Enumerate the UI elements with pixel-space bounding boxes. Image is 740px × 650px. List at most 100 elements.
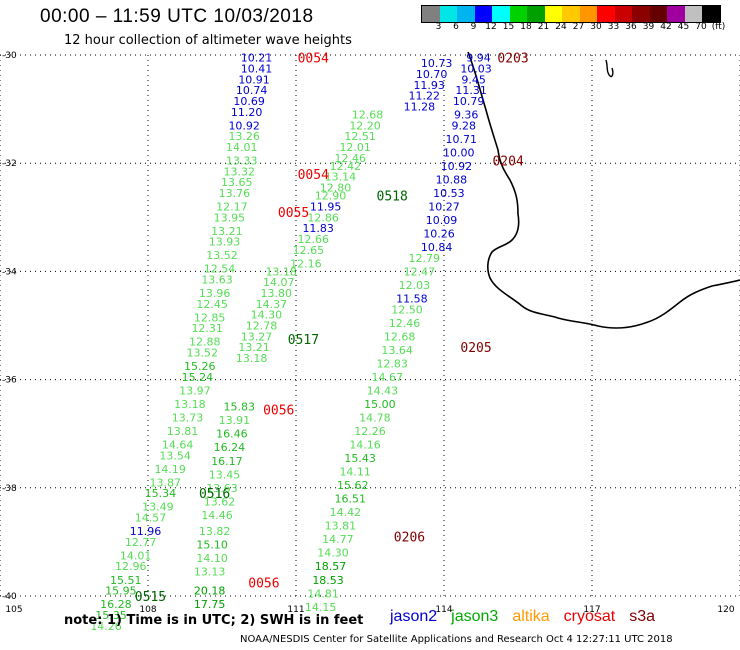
swh-value: 14.78 [359,411,391,424]
swh-value: 14.64 [162,439,194,452]
swh-value: 13.82 [199,525,231,538]
swh-value: 13.26 [228,130,260,143]
color-legend-labels: 3 6 9 12 15 18 21 24 27 30 33 36 39 42 45 70 (ft) [421,22,740,36]
swh-value: 12.83 [376,357,408,370]
swh-value: 11.95 [310,200,342,213]
swh-value: 10.79 [453,95,485,108]
swh-value: 11.96 [130,525,162,538]
swh-value: 16.51 [335,493,367,506]
swh-value: 16.24 [214,441,246,454]
swh-values-layer: 10.2110.4110.9110.7410.6911.2010.9213.26… [90,52,492,633]
lat-tick-label: -34 [2,267,17,277]
pass-time-label: 0517 [288,333,319,348]
swh-value: 11.83 [302,222,334,235]
swh-value: 12.46 [389,317,421,330]
swh-value: 13.64 [381,344,413,357]
swh-value: 13.18 [265,265,297,278]
satellite-legend: jason2 jason3 altika cryosat s3a [390,608,669,626]
map-title: 00:00 – 11:59 UTC 10/03/2018 [40,6,314,27]
legend-label: (ft) [711,22,726,32]
swh-value: 13.32 [224,165,256,178]
legend-swatch [649,6,667,22]
swh-value: 14.07 [263,276,295,289]
swh-value: 12.54 [204,263,236,276]
lon-tick-label: 117 [583,605,600,615]
legend-label: 30 [590,22,602,32]
legend-swatch [544,6,562,22]
swh-value: 9.45 [461,73,486,86]
lon-tick-label: 120 [717,605,734,615]
swh-value: 10.84 [421,241,453,254]
legend-swatch [422,6,440,22]
legend-swatch [527,6,545,22]
swh-value: 12.96 [115,560,147,573]
swh-value: 15.35 [95,609,127,622]
swh-value: 13.91 [219,414,251,427]
swh-value: 10.53 [433,187,465,200]
swh-value: 12.85 [194,311,226,324]
legend-label: 36 [625,22,637,32]
swh-value: 13.27 [241,330,273,343]
legend-swatch [597,6,615,22]
lon-tick-label: 105 [5,605,22,615]
swh-value: 13.80 [261,287,293,300]
swh-value: 13.63 [201,274,233,287]
swh-value: 12.20 [349,119,381,132]
swh-value: 10.41 [241,63,273,76]
swh-value: 14.26 [90,620,122,633]
swh-value: 14.43 [367,384,399,397]
swh-value: 11.20 [231,106,263,119]
swh-value: 15.24 [182,371,214,384]
swh-value: 12.17 [216,200,248,213]
swh-value: 12.51 [344,130,376,143]
lon-tick-label: 114 [435,605,452,615]
swh-value: 16.28 [100,598,132,611]
swh-value: 15.26 [184,360,216,373]
swh-value: 11.28 [404,100,436,113]
satellite-legend-item: jason2 [390,608,438,625]
legend-swatch [667,6,685,22]
swh-value: 12.42 [330,160,362,173]
swh-value: 13.14 [325,171,357,184]
swh-value: 13.73 [172,411,204,424]
swh-value: 12.50 [391,303,423,316]
legend-label: 39 [642,22,655,32]
swh-value: 14.11 [339,466,371,479]
swh-value: 10.21 [241,52,273,65]
swh-value: 13.49 [142,501,174,514]
swh-value: 12.78 [246,320,278,333]
swh-value: 13.97 [179,384,211,397]
satellite-legend-item: altika [512,608,550,625]
swh-value: 10.70 [416,68,448,81]
legend-swatch [702,6,720,22]
swh-value: 13.81 [325,520,357,533]
satellite-legend-item: s3a [629,608,656,625]
legend-label: 15 [502,22,515,32]
legend-label: 9 [470,22,477,32]
legend-swatch [492,6,510,22]
legend-swatch [509,6,527,22]
swh-value: 15.10 [196,539,228,552]
swh-value: 13.96 [199,287,231,300]
swh-value: 15.83 [224,401,256,414]
pass-time-label: 0055 [278,206,309,221]
swh-value: 12.68 [352,109,384,122]
swh-value: 12.68 [384,330,416,343]
swh-value: 13.62 [204,495,236,508]
swh-value: 13.21 [238,341,270,354]
swh-value: 10.88 [436,173,468,186]
satellite-legend-item: jason3 [451,608,499,625]
units-note: note: 1) Time is in UTC; 2) SWH is in fe… [64,613,364,628]
legend-label: 45 [677,22,690,32]
swh-value: 10.92 [441,160,473,173]
legend-label: 18 [520,22,532,32]
swh-value: 10.27 [428,200,460,213]
lat-tick-label: -40 [2,592,17,602]
swh-value: 16.46 [216,428,248,441]
swh-value: 15.00 [364,398,396,411]
swh-value: 13.21 [211,225,243,238]
swh-value: 12.45 [196,298,228,311]
lat-tick-label: -30 [2,51,17,61]
swh-value: 10.91 [238,73,270,86]
